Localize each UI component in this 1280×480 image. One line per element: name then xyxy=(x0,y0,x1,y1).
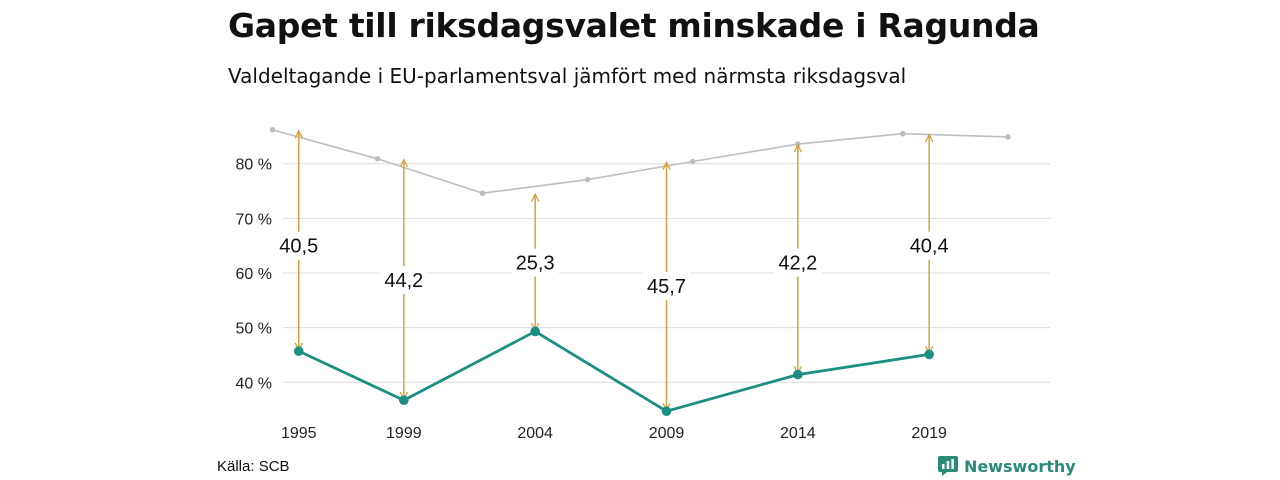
chart-title: Gapet till riksdagsvalet minskade i Ragu… xyxy=(228,6,1040,45)
x-tick-label: 2004 xyxy=(517,425,553,442)
gap-label-background xyxy=(642,272,691,301)
eu-point xyxy=(924,349,934,360)
y-tick-label: 70 % xyxy=(236,211,272,228)
riksdag-point xyxy=(269,127,276,133)
y-tick-label: 80 % xyxy=(236,157,272,174)
eu-series-line xyxy=(298,330,930,413)
eu-point xyxy=(530,326,540,337)
gap-label: 42,2 xyxy=(778,253,817,275)
chart-subtitle: Valdeltagande i EU-parlamentsval jämfört… xyxy=(228,64,907,88)
riksdag-point xyxy=(584,176,591,183)
riksdag-point xyxy=(374,155,381,162)
x-tick-label: 2009 xyxy=(649,425,685,442)
gap-label: 44,2 xyxy=(384,270,423,292)
gap-label-background xyxy=(905,231,954,260)
newsworthy-logo-icon xyxy=(938,456,958,476)
gap-label-background xyxy=(773,248,822,277)
riksdag-point xyxy=(900,130,906,137)
y-tick-label: 60 % xyxy=(236,266,272,283)
gap-label-background xyxy=(379,266,428,295)
source-note: Källa: SCB xyxy=(217,458,290,475)
brand-name: Newsworthy xyxy=(964,456,1076,476)
y-tick-label: 40 % xyxy=(236,375,272,392)
gap-label-background xyxy=(274,231,323,260)
x-tick-label: 2014 xyxy=(780,425,816,442)
riksdag-point xyxy=(689,158,696,165)
gap-label-background xyxy=(511,248,560,277)
gap-label: 40,5 xyxy=(279,236,318,258)
eu-point xyxy=(399,395,409,406)
riksdag-series-line xyxy=(272,129,1008,195)
x-tick-label: 1995 xyxy=(281,425,317,442)
gap-label: 25,3 xyxy=(516,253,555,275)
x-tick-label: 2019 xyxy=(911,425,947,442)
eu-point xyxy=(793,369,803,380)
riksdag-point xyxy=(1005,134,1011,140)
gap-label: 40,4 xyxy=(910,236,949,258)
y-tick-label: 50 % xyxy=(236,321,272,338)
gap-label: 45,7 xyxy=(647,276,686,298)
riksdag-point xyxy=(479,190,486,197)
eu-point xyxy=(293,346,304,356)
eu-point xyxy=(661,406,672,417)
brand-logo: Newsworthy xyxy=(938,456,1076,476)
x-tick-label: 1999 xyxy=(386,425,422,442)
